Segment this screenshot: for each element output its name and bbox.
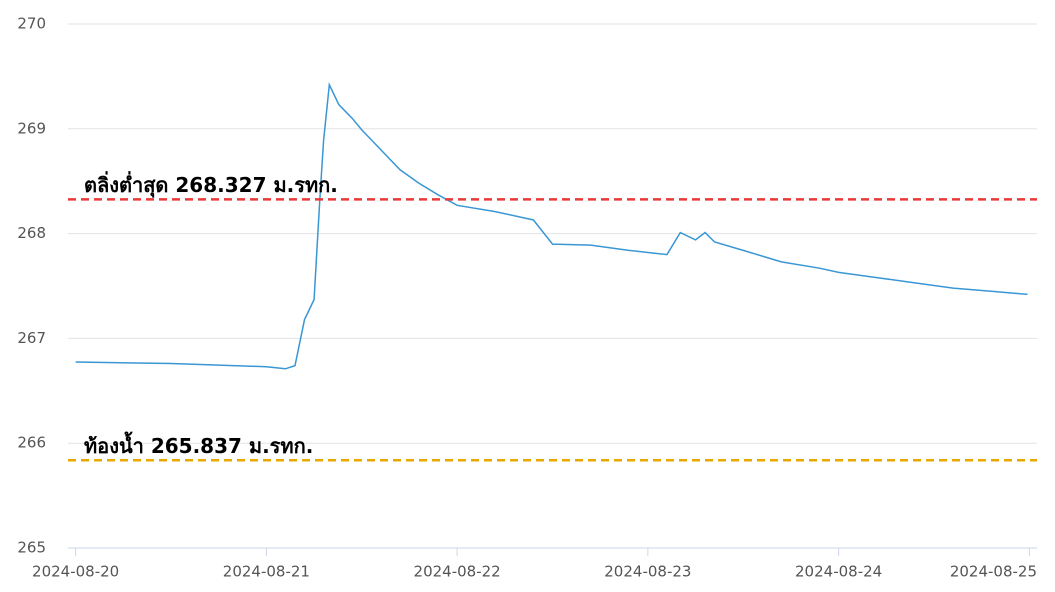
x-tick-label: 2024-08-21 bbox=[223, 563, 310, 581]
y-tick-label: 268 bbox=[17, 224, 46, 242]
data-line bbox=[75, 82, 1028, 370]
x-tick-label: 2024-08-24 bbox=[795, 563, 882, 581]
x-tick-label: 2024-08-23 bbox=[604, 563, 691, 581]
x-tick-label: 2024-08-25 bbox=[950, 563, 1037, 581]
y-tick-label: 269 bbox=[17, 119, 46, 137]
y-tick-label: 266 bbox=[17, 434, 46, 452]
x-tick-label: 2024-08-22 bbox=[414, 563, 501, 581]
y-tick-label: 267 bbox=[17, 329, 46, 347]
reference-label: ตลิ่งต่ำสุด 268.327 ม.รทก. bbox=[84, 170, 338, 198]
y-tick-label: 270 bbox=[17, 15, 46, 33]
reference-label: ท้องน้ำ 265.837 ม.รทก. bbox=[84, 431, 313, 458]
y-tick-label: 265 bbox=[17, 539, 46, 557]
x-tick-label: 2024-08-20 bbox=[32, 563, 119, 581]
